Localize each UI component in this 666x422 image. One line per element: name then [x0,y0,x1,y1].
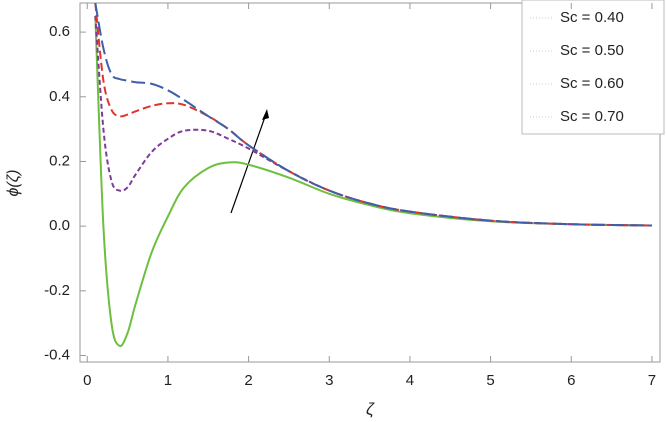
series-line [94,15,652,348]
arrow-head [262,109,269,120]
x-tick-label: 7 [648,372,656,389]
x-tick-label: 0 [83,372,91,389]
x-tick-label: 1 [164,372,172,389]
legend-label: Sc = 0.50 [560,42,624,59]
x-tick-label: 3 [325,372,333,389]
plot-frame [79,2,661,363]
y-tick-label: 0.4 [49,88,70,105]
plot-area [94,3,652,348]
series-line [94,3,652,227]
x-tick-label: 5 [486,372,494,389]
x-axis-label: ζ [366,399,375,418]
y-tick-label: 0.0 [49,217,70,234]
y-tick-label: -0.2 [44,282,70,299]
legend-label: Sc = 0.70 [560,108,624,125]
y-tick-label: 0.6 [49,23,70,40]
legend-box [521,0,665,135]
y-tick-label: -0.4 [44,347,70,364]
x-tick-label: 2 [244,372,252,389]
series-line [94,15,652,227]
legend-label: Sc = 0.60 [560,75,624,92]
y-tick-label: 0.2 [49,152,70,169]
legend-label: Sc = 0.40 [560,9,624,26]
legend: Sc = 0.40 Sc = 0.50 Sc = 0.60 Sc = 0.70 [521,0,665,135]
annotation-arrow [230,109,269,214]
arrow-line [230,113,267,214]
x-tick-label: 6 [567,372,575,389]
y-axis-label: ϕ(ζ) [5,170,22,197]
x-tick-label: 4 [406,372,414,389]
